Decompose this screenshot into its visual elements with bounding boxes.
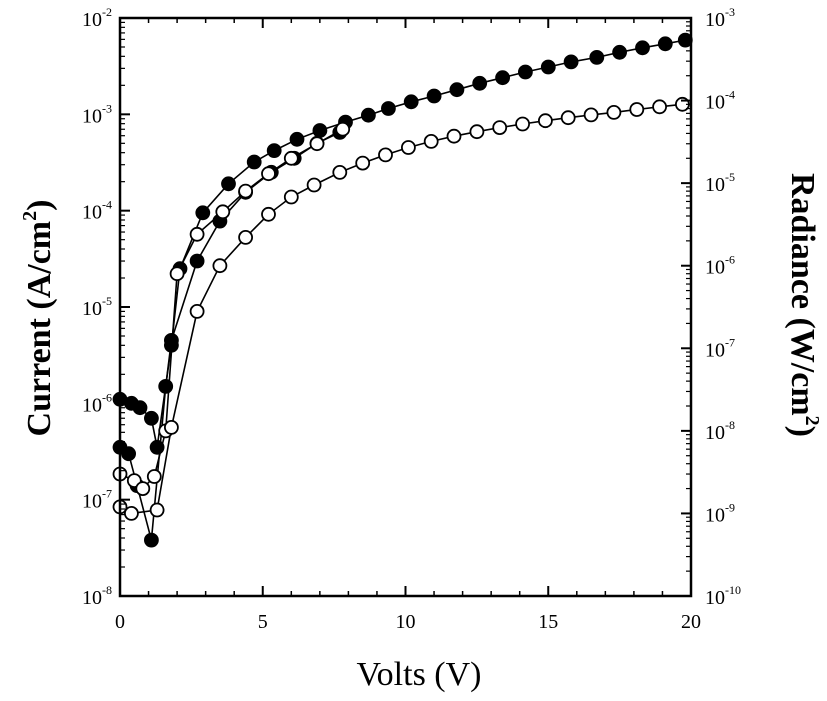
open-marker — [423, 133, 439, 149]
filled-marker — [143, 532, 159, 548]
open-marker — [583, 107, 599, 123]
filled-marker — [657, 36, 673, 52]
open-marker — [560, 110, 576, 126]
filled-marker — [360, 107, 376, 123]
y-left-tick-label: 10-6 — [82, 390, 112, 416]
open-marker — [446, 128, 462, 144]
filled-marker — [426, 88, 442, 104]
y-left-tick-label: 10-8 — [82, 583, 112, 609]
open-marker — [238, 229, 254, 245]
filled-marker — [158, 378, 174, 394]
filled-marker — [518, 64, 533, 80]
open-marker — [332, 164, 348, 180]
open-marker — [135, 481, 151, 497]
open-marker — [261, 166, 276, 182]
filled-marker — [143, 410, 159, 426]
open-marker — [629, 102, 645, 117]
open-marker — [355, 155, 371, 171]
filled-marker — [380, 101, 396, 116]
x-tick-label: 10 — [396, 611, 416, 633]
y-right-tick-label: 10-9 — [705, 500, 735, 526]
filled-marker — [449, 82, 465, 98]
x-axis-title: Volts (V) — [357, 656, 482, 693]
y-left-tick-label: 10-4 — [82, 198, 112, 224]
open-marker — [306, 177, 322, 193]
filled-marker — [149, 439, 165, 455]
y-right-tick-label: 10-6 — [705, 253, 735, 279]
filled-marker — [189, 253, 205, 269]
y-axis-left-title-sup: 2 — [19, 211, 41, 221]
filled-marker — [589, 50, 605, 65]
series-line-0 — [119, 39, 686, 448]
y-left-tick-label: 10-3 — [82, 101, 112, 127]
y-right-tick-label: 10-10 — [705, 583, 741, 609]
filled-marker — [195, 205, 211, 221]
tick-layer: 0 5 10 15 20 10-2 10-3 10-4 10-5 10-6 10-7 10-8 10-3… — [82, 5, 741, 633]
filled-marker — [246, 154, 262, 170]
y-axis-right-title-text: Radiance (W/cm — [784, 173, 821, 416]
y-right-tick-label: 10-3 — [705, 5, 735, 31]
open-marker — [492, 120, 508, 135]
y-right-tick-label: 10-7 — [705, 335, 735, 361]
x-tick-label: 0 — [115, 611, 125, 633]
open-marker — [169, 266, 185, 282]
open-marker — [538, 113, 553, 129]
filled-marker — [612, 44, 627, 60]
y-left-tick-label: 10-2 — [82, 5, 112, 31]
filled-marker — [289, 131, 305, 147]
open-marker — [212, 258, 228, 274]
series-line-3 — [119, 103, 683, 515]
y-right-tick-label: 10-4 — [705, 88, 735, 114]
filled-marker — [495, 70, 511, 86]
y-left-tick-label: 10-5 — [82, 294, 112, 320]
open-marker — [335, 121, 351, 137]
y-right-tick-label: 10-5 — [705, 170, 735, 196]
y-axis-right-title: Radiance (W/cm2) — [784, 173, 823, 437]
y-axis-left-title-text: Current (A/cm — [21, 221, 58, 437]
filled-marker — [266, 143, 282, 159]
filled-marker — [472, 75, 488, 91]
open-marker — [283, 150, 299, 166]
x-tick-label: 20 — [681, 611, 701, 633]
open-marker — [400, 140, 416, 155]
open-marker — [652, 99, 667, 115]
y-left-tick-label: 10-7 — [82, 487, 112, 513]
x-tick-label: 5 — [258, 611, 268, 633]
y-right-tick-label: 10-8 — [705, 418, 735, 444]
y-axis-right-title-close: ) — [784, 426, 821, 437]
open-marker — [149, 502, 165, 518]
marker-layer — [112, 32, 693, 548]
filled-marker — [163, 332, 179, 348]
x-tick-label: 15 — [538, 611, 558, 633]
y-axis-left-title-close: ) — [21, 200, 58, 211]
open-marker — [515, 116, 530, 132]
open-marker — [189, 303, 205, 319]
y-axis-left-title: Current (A/cm2) — [19, 200, 58, 437]
open-marker — [283, 189, 299, 205]
open-marker — [309, 136, 325, 152]
open-marker — [215, 204, 231, 220]
open-marker — [123, 506, 139, 521]
open-marker — [189, 226, 205, 242]
y-axis-right-title-sup: 2 — [801, 416, 823, 426]
open-marker — [146, 469, 162, 484]
filled-marker — [312, 123, 328, 138]
open-marker — [163, 419, 179, 435]
open-marker — [238, 183, 254, 199]
filled-marker — [635, 40, 650, 56]
filled-marker — [563, 54, 579, 70]
open-marker — [378, 147, 393, 163]
curve-layer — [119, 39, 686, 541]
filled-marker — [403, 94, 419, 110]
filled-marker — [221, 176, 236, 192]
open-marker — [606, 105, 622, 120]
open-marker — [261, 206, 276, 222]
open-marker — [469, 124, 485, 140]
filled-marker — [540, 59, 556, 75]
filled-marker — [132, 400, 148, 416]
